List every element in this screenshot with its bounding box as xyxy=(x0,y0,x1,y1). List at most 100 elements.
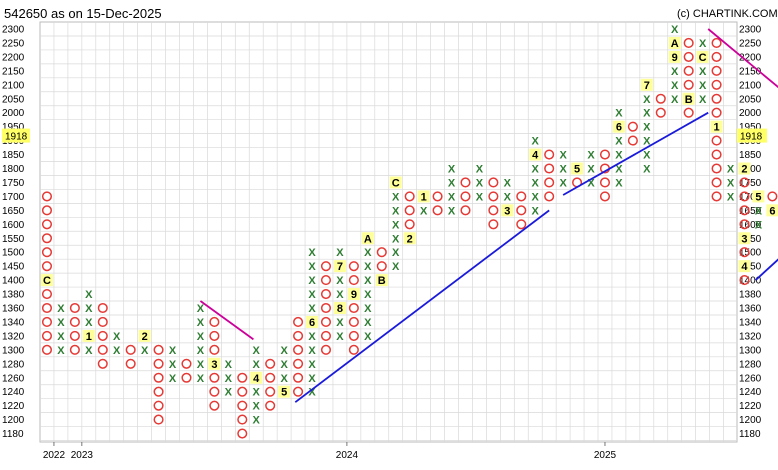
x-box: X xyxy=(587,164,595,176)
y-tick-right: 1360 xyxy=(739,304,762,315)
x-tick-label: 2022 xyxy=(43,450,66,461)
x-tick-label: 2023 xyxy=(71,450,94,461)
chart-title: 542650 as on 15-Dec-2025 xyxy=(4,6,162,21)
month-marker-bg xyxy=(361,232,374,245)
o-box xyxy=(41,261,53,272)
o-box xyxy=(711,93,722,104)
last-price-left-bg xyxy=(2,128,30,143)
x-box: X xyxy=(643,150,651,162)
month-marker: 6 xyxy=(616,122,622,134)
x-box: X xyxy=(643,164,651,176)
o-box xyxy=(41,344,53,355)
o-box xyxy=(181,358,192,369)
y-tick-left: 1260 xyxy=(2,373,25,384)
month-marker-bg xyxy=(668,36,681,49)
x-tick-label: 2024 xyxy=(336,450,359,461)
resistance-line xyxy=(199,300,254,341)
o-box xyxy=(348,316,359,328)
o-box xyxy=(153,386,164,397)
x-box: X xyxy=(308,345,316,357)
month-marker: 4 xyxy=(253,373,260,385)
month-marker: 3 xyxy=(741,233,747,245)
x-box: X xyxy=(57,345,65,357)
y-tick-right: 1300 xyxy=(739,345,762,356)
x-box: X xyxy=(308,303,316,315)
x-box: X xyxy=(225,387,233,399)
month-marker: B xyxy=(378,275,386,287)
resistance-line xyxy=(707,28,778,89)
o-box xyxy=(683,107,694,118)
o-box xyxy=(125,358,136,369)
y-tick-right: 1240 xyxy=(739,387,762,398)
month-marker: 3 xyxy=(504,205,510,217)
x-box: X xyxy=(253,415,261,427)
y-tick-left: 1280 xyxy=(2,359,25,370)
o-box xyxy=(376,261,387,272)
o-box xyxy=(683,51,694,62)
month-marker-bg xyxy=(403,232,416,245)
o-box xyxy=(265,372,276,383)
x-box: X xyxy=(364,261,372,273)
x-box: X xyxy=(253,359,261,371)
y-tick-left: 1700 xyxy=(2,192,25,203)
o-box xyxy=(711,163,722,174)
o-box xyxy=(293,358,304,369)
x-box: X xyxy=(699,94,707,106)
month-marker: 6 xyxy=(309,317,315,329)
month-marker: 5 xyxy=(574,164,580,176)
month-marker-bg xyxy=(278,385,291,398)
o-box xyxy=(627,121,638,132)
x-box: X xyxy=(699,66,707,78)
o-box xyxy=(41,289,53,300)
trend-lines xyxy=(199,28,778,403)
o-box xyxy=(320,316,332,328)
x-box: X xyxy=(197,359,205,371)
o-box xyxy=(293,316,304,328)
o-box xyxy=(544,191,555,202)
month-marker-bg xyxy=(306,315,319,328)
x-box: X xyxy=(113,345,121,357)
x-box: X xyxy=(476,191,484,203)
o-box xyxy=(153,358,164,369)
month-marker-bg xyxy=(752,190,765,203)
x-box: X xyxy=(504,177,512,189)
y-tick-left: 2250 xyxy=(2,38,25,49)
x-box: X xyxy=(671,24,679,36)
o-box xyxy=(432,191,443,202)
o-box xyxy=(516,205,527,216)
month-marker-bg xyxy=(766,204,778,217)
o-box xyxy=(348,330,359,341)
o-box xyxy=(516,191,527,202)
o-box xyxy=(683,37,694,49)
o-box xyxy=(69,316,80,328)
x-box: X xyxy=(559,164,567,176)
y-tick-left: 1750 xyxy=(2,178,25,189)
y-tick-right: 1220 xyxy=(739,401,762,412)
o-box xyxy=(711,37,722,49)
y-tick-left: 1650 xyxy=(2,206,25,217)
x-box: X xyxy=(448,191,456,203)
o-box xyxy=(739,247,750,258)
o-box xyxy=(544,177,555,188)
o-box xyxy=(293,344,304,355)
x-box: X xyxy=(364,331,372,343)
y-tick-left: 2300 xyxy=(2,25,25,36)
x-box: X xyxy=(141,345,149,357)
o-box xyxy=(376,247,387,258)
o-box xyxy=(320,275,332,286)
x-box: X xyxy=(336,247,344,259)
o-box xyxy=(320,302,332,314)
y-tick-right: 2200 xyxy=(739,52,762,63)
y-tick-right: 1340 xyxy=(739,317,762,328)
x-box: X xyxy=(280,345,288,357)
x-box: X xyxy=(197,331,205,343)
y-tick-right: 1260 xyxy=(739,373,762,384)
y-tick-left: 1950 xyxy=(2,122,25,133)
o-box xyxy=(209,330,220,341)
x-box: X xyxy=(504,191,512,203)
support-line xyxy=(294,209,550,403)
o-box xyxy=(69,330,80,341)
y-tick-left: 1850 xyxy=(2,150,25,161)
month-marker-bg xyxy=(640,78,653,91)
x-box: X xyxy=(57,317,65,329)
